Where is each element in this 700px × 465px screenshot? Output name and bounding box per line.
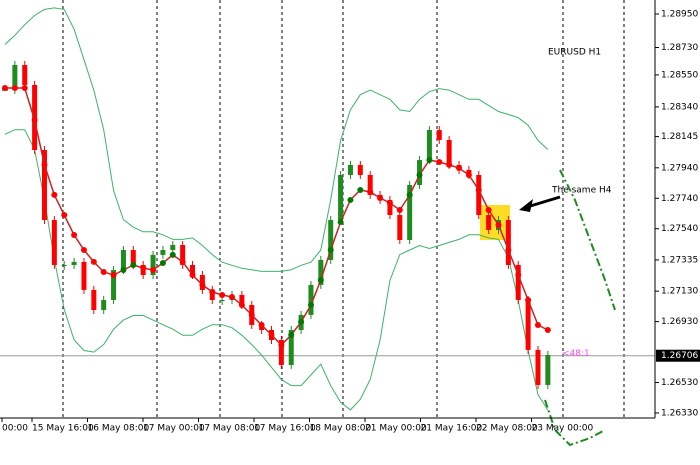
- ma-dot: [150, 266, 157, 273]
- ma-dot: [278, 341, 285, 348]
- marker-label: <48:1: [562, 349, 590, 359]
- ma-dot: [140, 265, 147, 272]
- plot: [0, 7, 655, 411]
- x-tick-label: 18 May 08:00: [310, 424, 372, 434]
- y-tick-label: 1.28340: [661, 102, 698, 112]
- ma-dot: [288, 332, 295, 339]
- upper-band: [4, 7, 549, 272]
- arrow: [526, 195, 561, 209]
- ma-dot: [61, 212, 68, 219]
- ma-dot: [41, 161, 48, 168]
- x-tick-label: 21 May 16:00: [421, 424, 483, 434]
- ma-dot: [446, 161, 453, 168]
- x-tick-label: 16 May 08:00: [88, 424, 150, 434]
- y-tick-label: 1.28950: [661, 10, 698, 20]
- ma-dot: [337, 219, 344, 226]
- price-label-box: [656, 349, 700, 362]
- ma-dot: [426, 157, 433, 164]
- y-tick-label: 1.27940: [661, 163, 698, 173]
- ma-dot: [110, 272, 117, 279]
- x-tick-label: 17 May 08:00: [199, 424, 261, 434]
- ma-dot: [21, 85, 28, 92]
- ma-dot: [120, 266, 127, 273]
- ma-dot: [406, 191, 413, 198]
- y-tick-label: 1.26930: [661, 317, 698, 327]
- x-tick-label: 23 May 00:00: [532, 424, 594, 434]
- ma-dot: [2, 85, 8, 92]
- ma-dot: [199, 281, 206, 288]
- ma-dot: [71, 231, 78, 238]
- ma-dot: [505, 247, 512, 254]
- ma-dot: [357, 187, 364, 194]
- ma-dot: [534, 321, 541, 328]
- ma-dot: [544, 326, 551, 333]
- ma-dot: [31, 116, 38, 123]
- ma-dot: [90, 258, 97, 265]
- ma-dot: [465, 171, 472, 178]
- ma-dot: [525, 296, 532, 303]
- ma-dot: [485, 206, 492, 213]
- ma-dot: [130, 261, 137, 268]
- projection-line: [559, 169, 616, 311]
- x-tick-label: 17 May 00:00: [143, 424, 205, 434]
- ma-dot: [51, 191, 58, 198]
- ma-dot: [258, 321, 265, 328]
- arrow-head: [519, 199, 533, 212]
- ma-dot: [11, 85, 18, 92]
- ma-dot: [229, 293, 236, 300]
- ma-dot: [268, 332, 275, 339]
- ma-dot: [317, 277, 324, 284]
- projection-line: [544, 399, 606, 447]
- ma-dot: [169, 251, 176, 258]
- ma-dot: [416, 171, 423, 178]
- ma-dot: [515, 272, 522, 279]
- ma-dot: [456, 164, 463, 171]
- price-label: 1.26706: [661, 351, 698, 361]
- ma-dot: [80, 247, 87, 254]
- ma-dot: [347, 196, 354, 203]
- y-tick-label: 1.27130: [661, 287, 698, 297]
- ma-dot: [396, 206, 403, 213]
- ma-dot: [248, 311, 255, 318]
- ma-dot: [475, 187, 482, 194]
- y-tick-label: 1.28730: [661, 43, 698, 53]
- ma-dot: [386, 199, 393, 206]
- ma-dot: [377, 194, 384, 201]
- ma-dot: [495, 221, 502, 228]
- y-tick-label: 1.28550: [661, 70, 698, 80]
- chart-title: EURUSD H1: [548, 48, 601, 58]
- y-tick-label: 1.26530: [661, 378, 698, 388]
- x-tick-label: 00:00: [2, 424, 28, 434]
- x-tick-label: 15 May 16:00: [32, 424, 94, 434]
- ma-dot: [367, 189, 374, 196]
- y-tick-label: 1.28145: [661, 132, 698, 142]
- highlight-box: [480, 205, 510, 240]
- x-tick-label: 17 May 16:00: [254, 424, 316, 434]
- annotation: The same H4: [551, 186, 612, 196]
- ma-dot: [436, 159, 443, 166]
- ma-dot: [189, 272, 196, 279]
- ma-dot: [327, 247, 334, 254]
- y-tick-label: 1.26330: [661, 408, 698, 418]
- y-tick-label: 1.27740: [661, 194, 698, 204]
- ma-dot: [307, 302, 314, 309]
- ma-dot: [209, 288, 216, 295]
- y-tick-label: 1.27540: [661, 224, 698, 234]
- ma-dot: [219, 291, 226, 298]
- ma-dot: [179, 258, 186, 265]
- ma-dot: [298, 318, 305, 325]
- ma-dot: [238, 302, 245, 309]
- ma-dot: [100, 268, 107, 275]
- y-tick-label: 1.27335: [661, 255, 698, 265]
- lower-band: [4, 129, 549, 411]
- ma-dot: [159, 259, 166, 266]
- x-tick-label: 22 May 08:00: [476, 424, 538, 434]
- x-tick-label: 21 May 00:00: [365, 424, 427, 434]
